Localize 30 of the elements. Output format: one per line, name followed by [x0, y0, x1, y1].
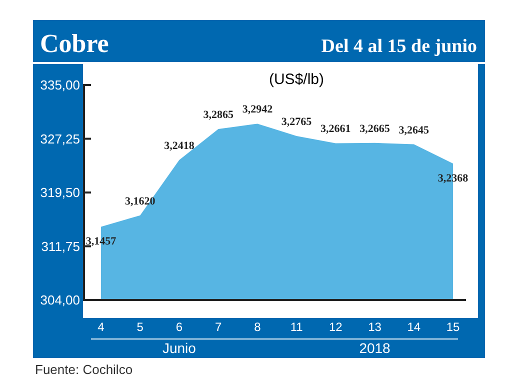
x-tick-label: 8: [254, 320, 262, 334]
data-label: 3,2765: [281, 116, 312, 128]
source-note: Fuente: Cochilco: [35, 362, 133, 377]
text: 2018: [359, 340, 391, 356]
data-label: 3,2665: [360, 122, 390, 135]
chart-title: Cobre: [40, 29, 109, 58]
data-label: 3,2661: [320, 123, 351, 136]
y-tick-label: 335,00: [40, 78, 80, 93]
x-tick-label: 4: [98, 320, 105, 334]
y-tick-label: 304,00: [40, 292, 80, 308]
x-tick-label: 11: [290, 320, 304, 334]
x-tick-label: 7: [214, 320, 222, 334]
x-tick-label: 13: [368, 320, 382, 334]
x-tick-label: 6: [176, 320, 183, 334]
data-label: 3,2418: [164, 140, 195, 152]
data-label: 3,2368: [438, 172, 469, 185]
y-tick-label: 319,50: [40, 185, 80, 200]
chart-subtitle: Del 4 al 15 de junio: [321, 36, 477, 57]
x-tick-label: 15: [446, 320, 460, 334]
data-label: 3,1457: [86, 236, 117, 248]
x-tick-label: 12: [328, 320, 343, 334]
data-label: 3,2645: [398, 124, 430, 136]
data-label: 3,2942: [242, 104, 274, 116]
y-tick-label: 311,75: [41, 238, 80, 254]
y-axis-title: (US$/lb): [268, 71, 324, 88]
data-label: 3,2865: [203, 109, 234, 122]
y-tick-label: 327,25: [40, 131, 80, 146]
x-tick-label: 5: [136, 320, 144, 334]
x-tick-label: 14: [407, 320, 421, 334]
text: Junio: [162, 340, 196, 356]
